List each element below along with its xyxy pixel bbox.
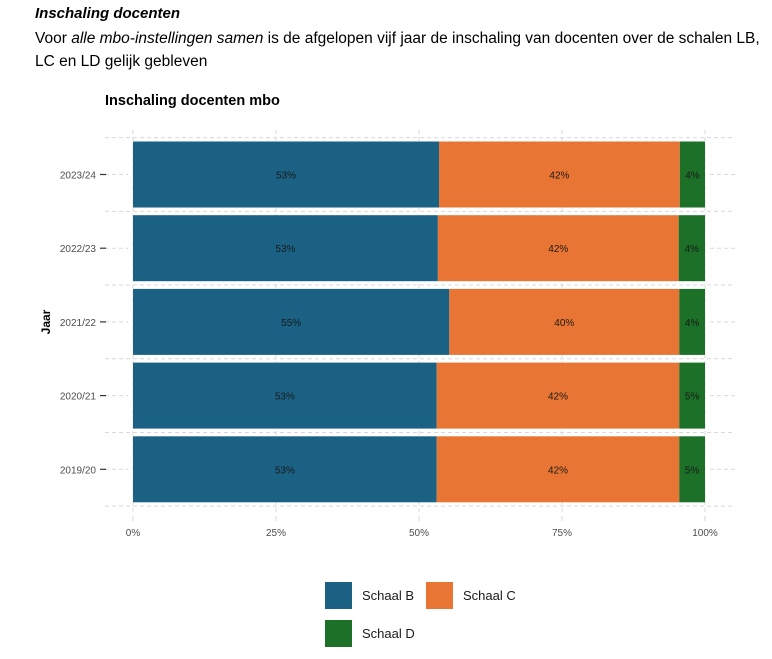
data-label-schaal-c-2023-24: 42% [549, 171, 569, 182]
bar-schaal-c-2020-21 [436, 362, 680, 429]
bar-schaal-b-2019-20 [133, 436, 437, 503]
x-tick-label: 75% [552, 528, 572, 539]
data-label-schaal-d-2020-21: 5% [685, 392, 700, 403]
chart-legend: Schaal B Schaal C Schaal D [325, 582, 575, 652]
data-label-schaal-c-2021-22: 40% [554, 318, 574, 329]
data-label-schaal-b-2020-21: 53% [275, 392, 295, 403]
y-tick-label-2021-22: 2021/22 [60, 318, 97, 329]
bar-schaal-c-2022-23 [437, 215, 679, 282]
data-label-schaal-b-2022-23: 53% [275, 244, 295, 255]
section-heading: Inschaling docenten [35, 5, 181, 22]
data-label-schaal-c-2022-23: 42% [548, 244, 568, 255]
legend-item-schaal-d: Schaal D [325, 620, 415, 647]
bar-schaal-c-2019-20 [436, 436, 680, 503]
section-paragraph: Voor alle mbo-instellingen samen is de a… [35, 27, 760, 73]
chart-title: Inschaling docenten mbo [105, 93, 280, 109]
bar-schaal-d-2019-20 [679, 436, 705, 503]
x-tick-label: 0% [126, 528, 141, 539]
bar-schaal-b-2021-22 [133, 288, 450, 355]
stacked-bar-chart: 2023/24 53% 42% 4% 2022/23 53% 42% 4% 2021/22 55%… [39, 130, 735, 539]
bar-schaal-b-2022-23 [133, 215, 438, 282]
legend-item-schaal-b: Schaal B [325, 582, 414, 609]
y-axis-title: Jaar [39, 309, 53, 334]
data-label-schaal-b-2019-20: 53% [275, 465, 295, 476]
paragraph-text-start: Voor [35, 30, 72, 47]
bar-schaal-b-2020-21 [133, 362, 437, 429]
data-label-schaal-c-2020-21: 42% [548, 392, 568, 403]
legend-swatch-schaal-c [426, 582, 453, 609]
bar-schaal-d-2023-24 [679, 141, 705, 208]
y-tick-label-2019-20: 2019/20 [60, 465, 97, 476]
y-tick-label-2020-21: 2020/21 [60, 392, 97, 403]
bar-schaal-c-2023-24 [439, 141, 680, 208]
legend-swatch-schaal-d [325, 620, 352, 647]
data-label-schaal-d-2019-20: 5% [685, 465, 700, 476]
x-tick-label: 100% [692, 528, 718, 539]
bar-schaal-b-2023-24 [133, 141, 440, 208]
bar-schaal-d-2021-22 [679, 288, 705, 355]
y-tick-label-2023-24: 2023/24 [60, 171, 97, 182]
legend-item-schaal-c: Schaal C [426, 582, 516, 609]
x-tick-label: 25% [266, 528, 286, 539]
bar-schaal-c-2021-22 [449, 288, 680, 355]
data-label-schaal-d-2022-23: 4% [685, 244, 700, 255]
data-label-schaal-c-2019-20: 42% [548, 465, 568, 476]
bar-schaal-d-2022-23 [678, 215, 705, 282]
y-tick-label-2022-23: 2022/23 [60, 244, 97, 255]
data-label-schaal-d-2023-24: 4% [685, 171, 700, 182]
legend-label-schaal-c: Schaal C [463, 588, 516, 603]
data-label-schaal-b-2023-24: 53% [276, 171, 296, 182]
legend-label-schaal-d: Schaal D [362, 626, 415, 641]
data-label-schaal-b-2021-22: 55% [281, 318, 301, 329]
legend-label-schaal-b: Schaal B [362, 588, 415, 603]
legend-swatch-schaal-b [325, 582, 352, 609]
data-label-schaal-d-2021-22: 4% [685, 318, 700, 329]
bar-schaal-d-2020-21 [679, 362, 705, 429]
paragraph-emphasis: alle mbo-instellingen samen [71, 30, 264, 47]
x-tick-label: 50% [409, 528, 429, 539]
paragraph-text-end: is de afgelopen vijf jaar de inschaling … [35, 30, 760, 70]
